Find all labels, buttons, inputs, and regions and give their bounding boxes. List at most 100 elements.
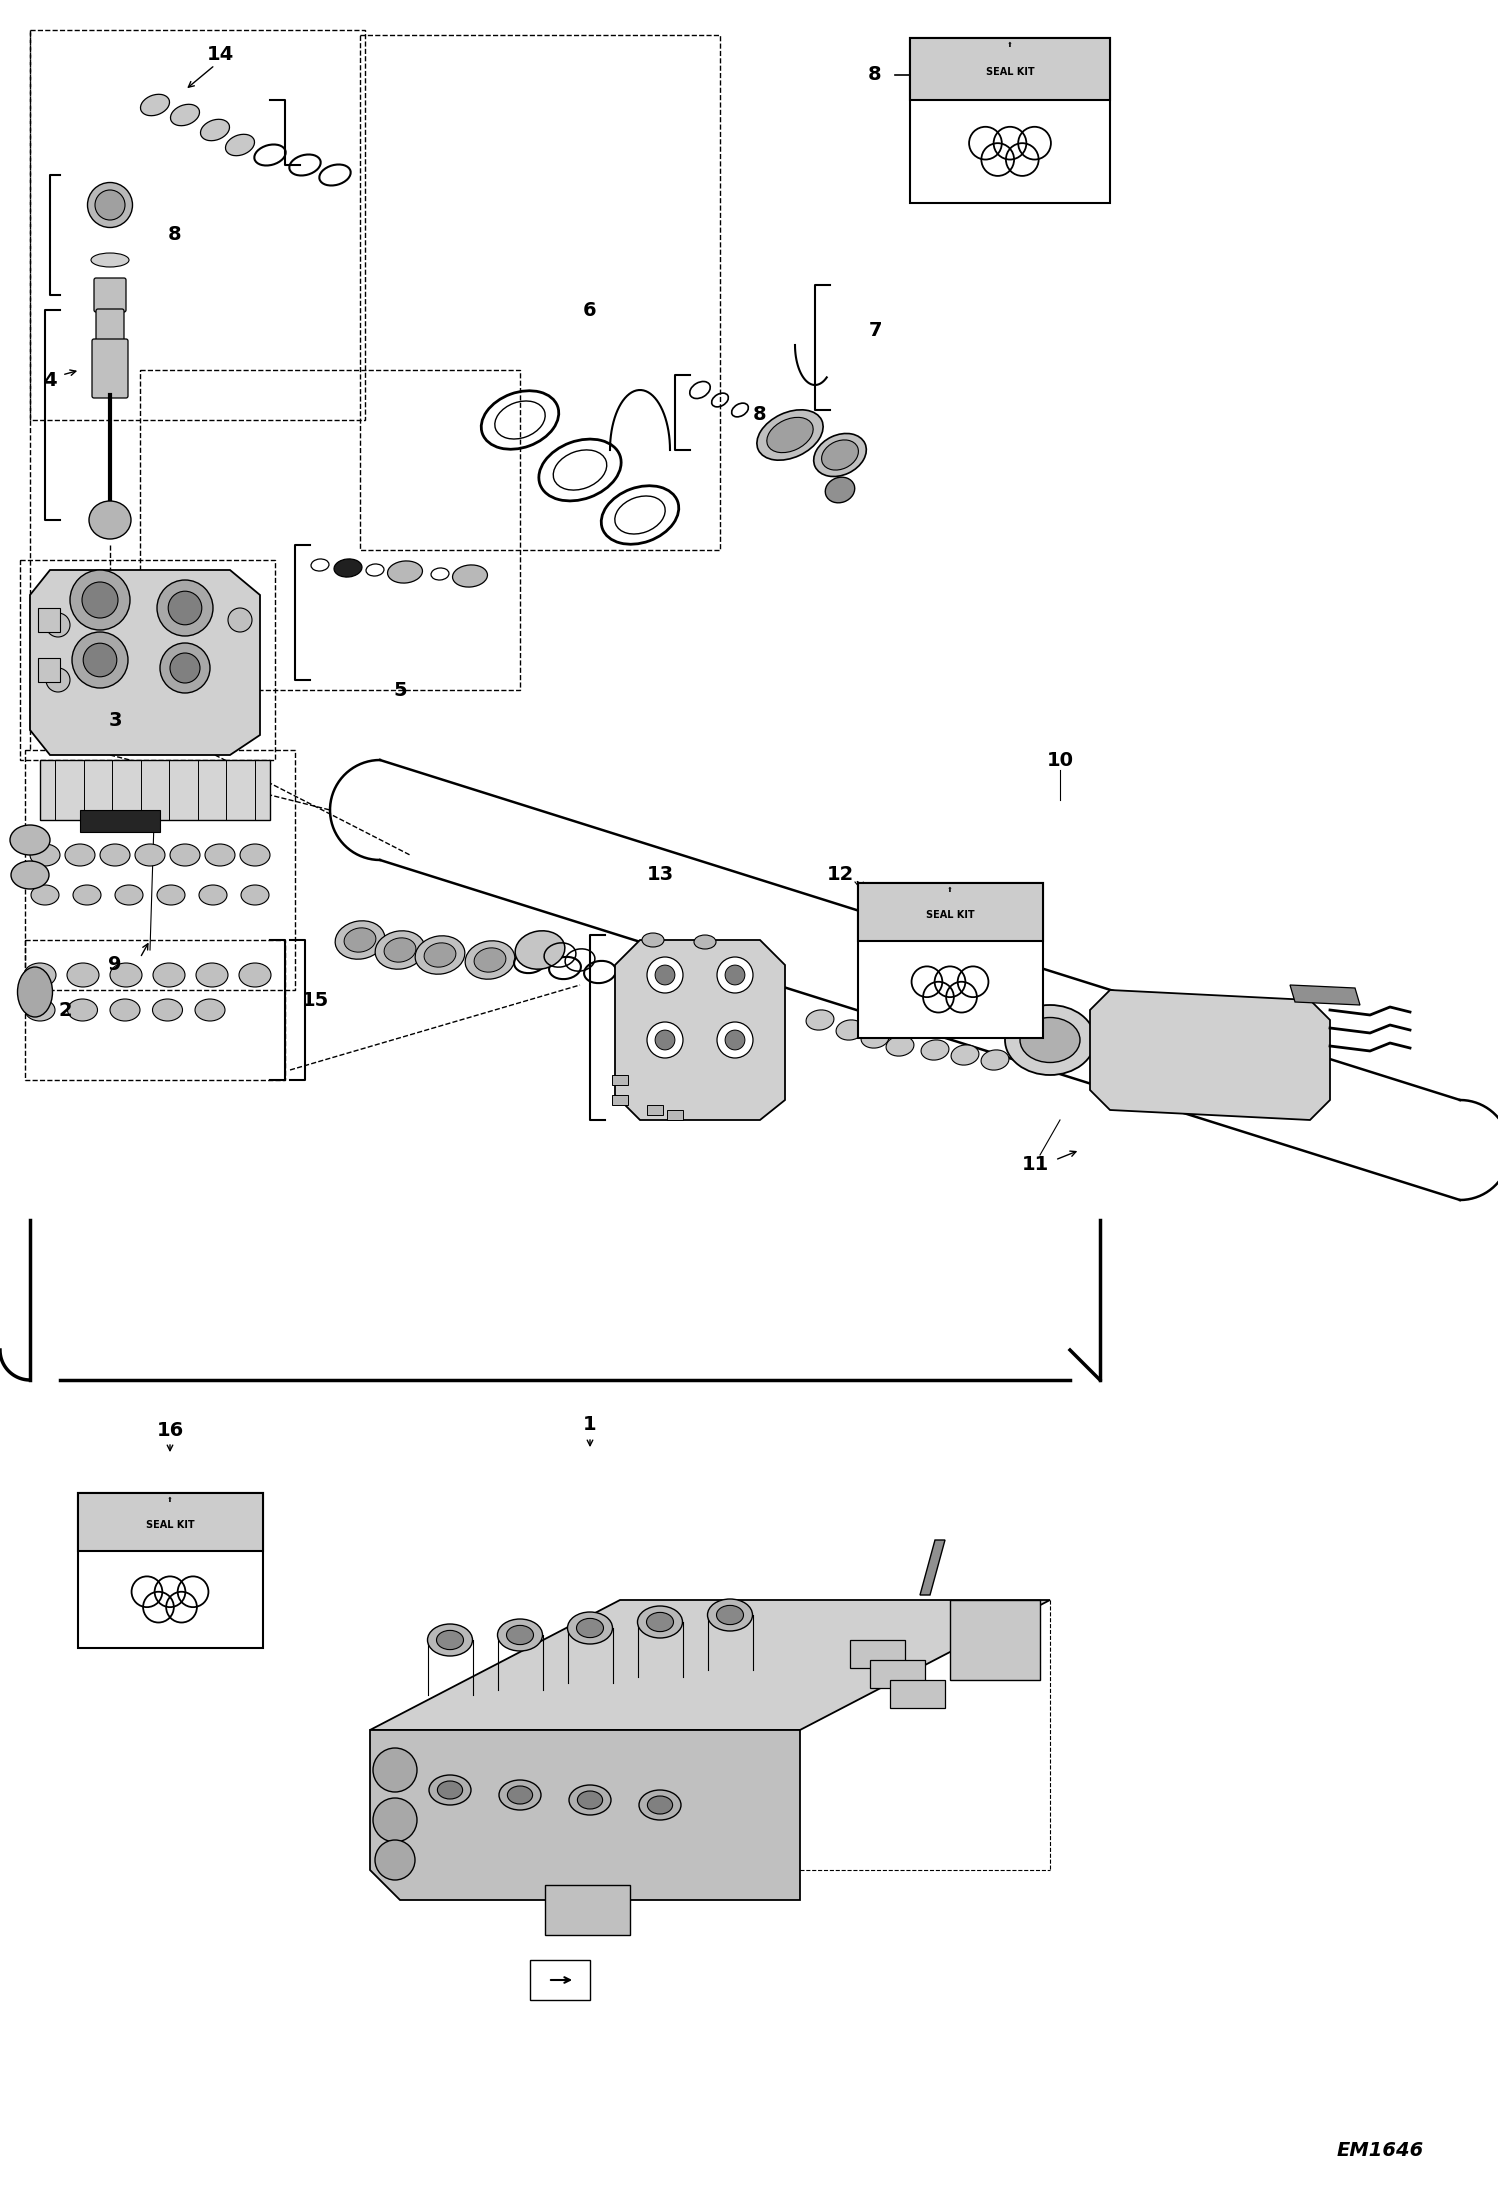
- Bar: [647, 1106, 664, 1115]
- Ellipse shape: [30, 845, 60, 867]
- FancyBboxPatch shape: [91, 340, 127, 397]
- Ellipse shape: [577, 1790, 602, 1810]
- Ellipse shape: [981, 1051, 1010, 1071]
- Bar: [530, 1959, 590, 2001]
- Bar: [613, 1075, 628, 1086]
- Text: 14: 14: [207, 46, 234, 64]
- Circle shape: [46, 667, 70, 691]
- Bar: [37, 608, 60, 632]
- Text: 13: 13: [647, 864, 674, 884]
- Ellipse shape: [806, 1009, 834, 1031]
- Bar: [667, 1110, 683, 1119]
- Ellipse shape: [141, 94, 169, 116]
- Ellipse shape: [25, 998, 55, 1020]
- Ellipse shape: [109, 963, 142, 987]
- Ellipse shape: [756, 410, 822, 461]
- Ellipse shape: [1020, 1018, 1080, 1062]
- Ellipse shape: [196, 963, 228, 987]
- Circle shape: [70, 570, 130, 630]
- Text: 9: 9: [108, 957, 121, 974]
- Ellipse shape: [568, 1613, 613, 1643]
- Ellipse shape: [18, 968, 52, 1018]
- Ellipse shape: [88, 500, 130, 540]
- Bar: [19, 559, 276, 759]
- Text: 7: 7: [869, 320, 882, 340]
- Ellipse shape: [383, 937, 416, 963]
- Ellipse shape: [643, 932, 664, 948]
- Ellipse shape: [10, 825, 49, 856]
- Ellipse shape: [91, 252, 129, 268]
- Bar: [545, 1885, 631, 1935]
- Polygon shape: [370, 1731, 800, 1900]
- Ellipse shape: [836, 1020, 864, 1040]
- Ellipse shape: [10, 860, 49, 889]
- Circle shape: [725, 965, 745, 985]
- FancyBboxPatch shape: [94, 279, 126, 312]
- Ellipse shape: [951, 1044, 978, 1064]
- Circle shape: [718, 957, 753, 994]
- Circle shape: [168, 590, 202, 625]
- Ellipse shape: [100, 845, 130, 867]
- Polygon shape: [40, 759, 270, 821]
- Ellipse shape: [153, 963, 184, 987]
- Ellipse shape: [436, 1630, 463, 1650]
- Text: ⬆: ⬆: [947, 886, 953, 893]
- Ellipse shape: [427, 1624, 472, 1656]
- Text: SEAL KIT: SEAL KIT: [986, 68, 1034, 77]
- Ellipse shape: [515, 930, 565, 970]
- Circle shape: [725, 1031, 745, 1051]
- Ellipse shape: [813, 434, 866, 476]
- Circle shape: [373, 1799, 416, 1843]
- Ellipse shape: [508, 1786, 533, 1803]
- Circle shape: [72, 632, 127, 689]
- Ellipse shape: [135, 845, 165, 867]
- Ellipse shape: [153, 998, 183, 1020]
- Bar: [79, 810, 160, 832]
- Ellipse shape: [241, 884, 270, 904]
- Text: 5: 5: [392, 680, 407, 700]
- Polygon shape: [370, 1599, 1050, 1731]
- Text: 16: 16: [156, 1420, 184, 1439]
- Ellipse shape: [334, 559, 363, 577]
- Ellipse shape: [428, 1775, 470, 1806]
- Ellipse shape: [647, 1613, 674, 1632]
- Bar: [37, 658, 60, 682]
- Circle shape: [82, 581, 118, 619]
- Circle shape: [647, 1022, 683, 1058]
- Text: 8: 8: [869, 66, 882, 86]
- Bar: [890, 1681, 945, 1707]
- Bar: [857, 882, 1043, 941]
- Ellipse shape: [94, 191, 124, 219]
- Text: 1: 1: [583, 1415, 596, 1435]
- Ellipse shape: [24, 963, 55, 987]
- Ellipse shape: [506, 1626, 533, 1646]
- Bar: [909, 37, 1110, 202]
- Circle shape: [228, 608, 252, 632]
- Ellipse shape: [861, 1029, 888, 1049]
- Text: 8: 8: [753, 406, 767, 423]
- Polygon shape: [920, 1540, 945, 1595]
- Polygon shape: [616, 939, 785, 1119]
- Ellipse shape: [109, 998, 139, 1020]
- Ellipse shape: [345, 928, 376, 952]
- Circle shape: [46, 612, 70, 636]
- Ellipse shape: [201, 118, 229, 140]
- Circle shape: [655, 965, 676, 985]
- Ellipse shape: [240, 963, 271, 987]
- Bar: [857, 882, 1043, 1038]
- Text: 12: 12: [827, 864, 854, 884]
- Bar: [613, 1095, 628, 1106]
- Bar: [849, 1639, 905, 1667]
- Text: ⬆: ⬆: [1007, 42, 1013, 48]
- Text: EM1646: EM1646: [1336, 2141, 1423, 2159]
- Bar: [25, 939, 285, 1079]
- Bar: [950, 1599, 1040, 1681]
- Ellipse shape: [415, 937, 464, 974]
- Text: 6: 6: [583, 301, 596, 320]
- Ellipse shape: [115, 884, 142, 904]
- FancyBboxPatch shape: [96, 309, 124, 351]
- Text: 15: 15: [301, 989, 328, 1009]
- Ellipse shape: [694, 935, 716, 950]
- Ellipse shape: [388, 562, 422, 584]
- Ellipse shape: [374, 930, 425, 970]
